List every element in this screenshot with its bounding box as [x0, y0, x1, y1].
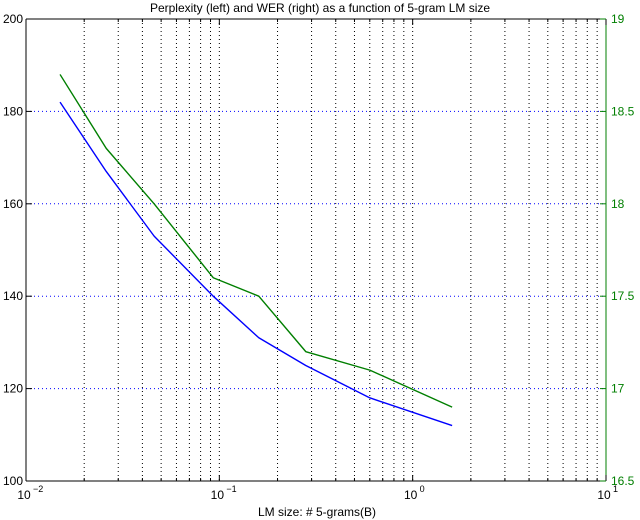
left-y-tick-label: 160: [3, 197, 23, 211]
right-y-tick-label: 17.5: [611, 289, 635, 303]
left-y-tick-label: 100: [3, 474, 23, 488]
series-line-2-right: [59, 74, 453, 408]
right-y-tick-label: 18: [611, 197, 625, 211]
chart-title: Perplexity (left) and WER (right) as a f…: [150, 1, 490, 15]
right-y-tick-label: 18.5: [611, 104, 635, 118]
left-y-tick-label: 140: [3, 289, 23, 303]
left-y-tick-label: 180: [3, 104, 23, 118]
x-axis-label: LM size: # 5-grams(B): [258, 505, 376, 519]
x-tick-label: 10: [17, 488, 31, 502]
x-tick-exponent: 1: [613, 484, 618, 494]
left-y-tick-label: 200: [3, 12, 23, 26]
right-y-tick-label: 16.5: [611, 474, 635, 488]
x-tick-label: 10: [597, 488, 611, 502]
x-tick-exponent: −2: [33, 484, 43, 494]
x-tick-label: 10: [404, 488, 418, 502]
grid-lines: [26, 19, 606, 481]
x-tick-label: 10: [211, 488, 225, 502]
right-y-tick-label: 19: [611, 12, 625, 26]
left-y-tick-label: 120: [3, 382, 23, 396]
series-line-1-left: [59, 101, 453, 427]
right-y-tick-label: 17: [611, 382, 625, 396]
series-group: [59, 74, 453, 427]
axes-group: 10 −2 10 −1 10 0 10 110012014016018020016.51717…: [3, 12, 635, 502]
x-tick-exponent: 0: [420, 484, 425, 494]
x-tick-exponent: −1: [226, 484, 236, 494]
